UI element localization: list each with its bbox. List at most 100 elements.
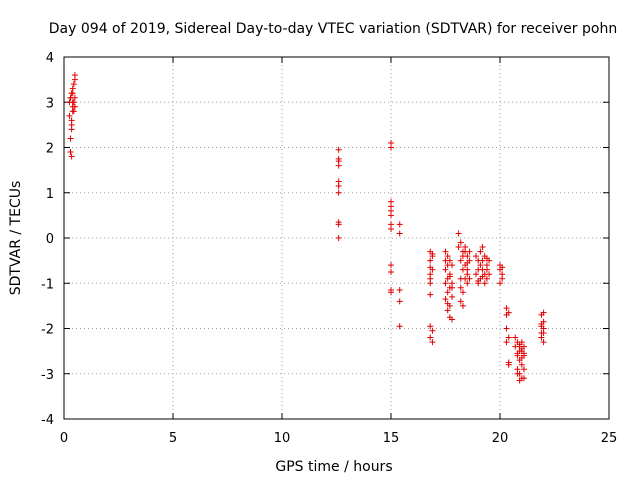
data-point	[335, 182, 342, 189]
data-point	[449, 284, 456, 291]
data-point	[459, 253, 466, 260]
y-axis-label: SDTVAR / TECUs	[8, 181, 24, 296]
data-point	[427, 291, 434, 298]
chart-title: Day 094 of 2019, Sidereal Day-to-day VTE…	[49, 21, 617, 37]
data-point	[477, 248, 484, 255]
data-point	[67, 94, 74, 101]
data-point	[427, 257, 434, 264]
data-point	[497, 280, 503, 287]
data-point	[442, 266, 449, 273]
y-tick-label: -4	[41, 413, 54, 428]
data-point	[70, 81, 77, 88]
y-tick-label: -3	[41, 368, 54, 383]
data-point	[499, 275, 506, 282]
data-point	[429, 327, 436, 334]
data-point	[518, 361, 525, 368]
data-point	[514, 350, 521, 357]
y-tick-label: 2	[46, 142, 54, 157]
data-point	[429, 253, 436, 260]
data-point	[520, 350, 527, 357]
axis-ticks	[63, 56, 610, 420]
data-point	[518, 345, 525, 352]
data-point	[427, 264, 434, 271]
data-point	[505, 361, 512, 368]
data-point	[335, 189, 342, 196]
data-point	[475, 266, 482, 273]
data-point	[69, 90, 76, 97]
data-point	[427, 275, 434, 282]
data-point	[457, 257, 464, 264]
data-point	[503, 325, 510, 332]
data-point	[483, 255, 490, 262]
data-point	[477, 262, 484, 269]
data-point	[449, 316, 456, 323]
data-point	[459, 289, 466, 296]
data-point	[464, 280, 471, 287]
data-point	[67, 149, 74, 156]
data-point	[71, 72, 78, 79]
data-point	[464, 266, 471, 273]
data-point	[396, 298, 403, 305]
data-point	[540, 309, 547, 316]
data-point	[520, 366, 527, 373]
data-point	[388, 225, 394, 232]
data-point	[483, 266, 490, 273]
data-point	[442, 296, 449, 303]
data-point	[70, 99, 77, 106]
data-point	[388, 268, 394, 275]
data-point	[505, 334, 512, 341]
data-point	[516, 377, 523, 384]
data-point	[335, 146, 342, 153]
data-point	[442, 248, 449, 255]
data-point	[396, 323, 403, 330]
data-point	[512, 334, 519, 341]
data-point	[446, 273, 453, 280]
y-tick-label: 3	[46, 96, 54, 111]
data-point	[429, 339, 436, 346]
data-point	[68, 153, 75, 160]
x-tick-label: 0	[60, 431, 68, 446]
data-point	[505, 309, 512, 316]
data-point	[68, 121, 75, 128]
data-point	[388, 262, 394, 269]
data-point	[455, 244, 462, 251]
data-point	[475, 277, 482, 284]
data-point	[464, 259, 471, 266]
data-point	[520, 375, 527, 382]
data-point	[540, 330, 547, 337]
data-point	[540, 339, 547, 346]
data-point	[66, 112, 73, 119]
data-point	[479, 257, 486, 264]
x-tick-label: 25	[601, 431, 618, 446]
data-point	[481, 280, 488, 287]
data-point	[499, 264, 506, 271]
data-point	[335, 235, 342, 241]
data-point	[457, 298, 464, 305]
data-point	[518, 354, 525, 361]
data-point	[444, 253, 451, 260]
x-axis-label: GPS time / hours	[275, 459, 392, 475]
x-tick-labels: 0 5 10 15 20 25	[60, 431, 617, 446]
data-point	[462, 248, 469, 255]
x-tick-label: 15	[383, 431, 400, 446]
data-point	[473, 271, 480, 278]
data-point	[516, 341, 523, 348]
data-point	[514, 370, 521, 377]
data-point	[538, 323, 545, 330]
data-point	[388, 289, 394, 296]
data-point	[335, 162, 342, 169]
data-point	[457, 239, 464, 246]
data-point	[479, 244, 486, 251]
data-point	[479, 273, 486, 280]
data-point	[457, 284, 464, 291]
data-point	[388, 212, 394, 219]
data-point	[388, 144, 394, 151]
x-tick-label: 10	[274, 431, 291, 446]
data-point	[473, 253, 480, 260]
data-point	[67, 135, 74, 142]
x-tick-label: 5	[169, 431, 177, 446]
data-point	[444, 300, 451, 307]
data-point	[483, 275, 490, 282]
data-point	[540, 318, 547, 325]
data-point	[503, 305, 510, 312]
